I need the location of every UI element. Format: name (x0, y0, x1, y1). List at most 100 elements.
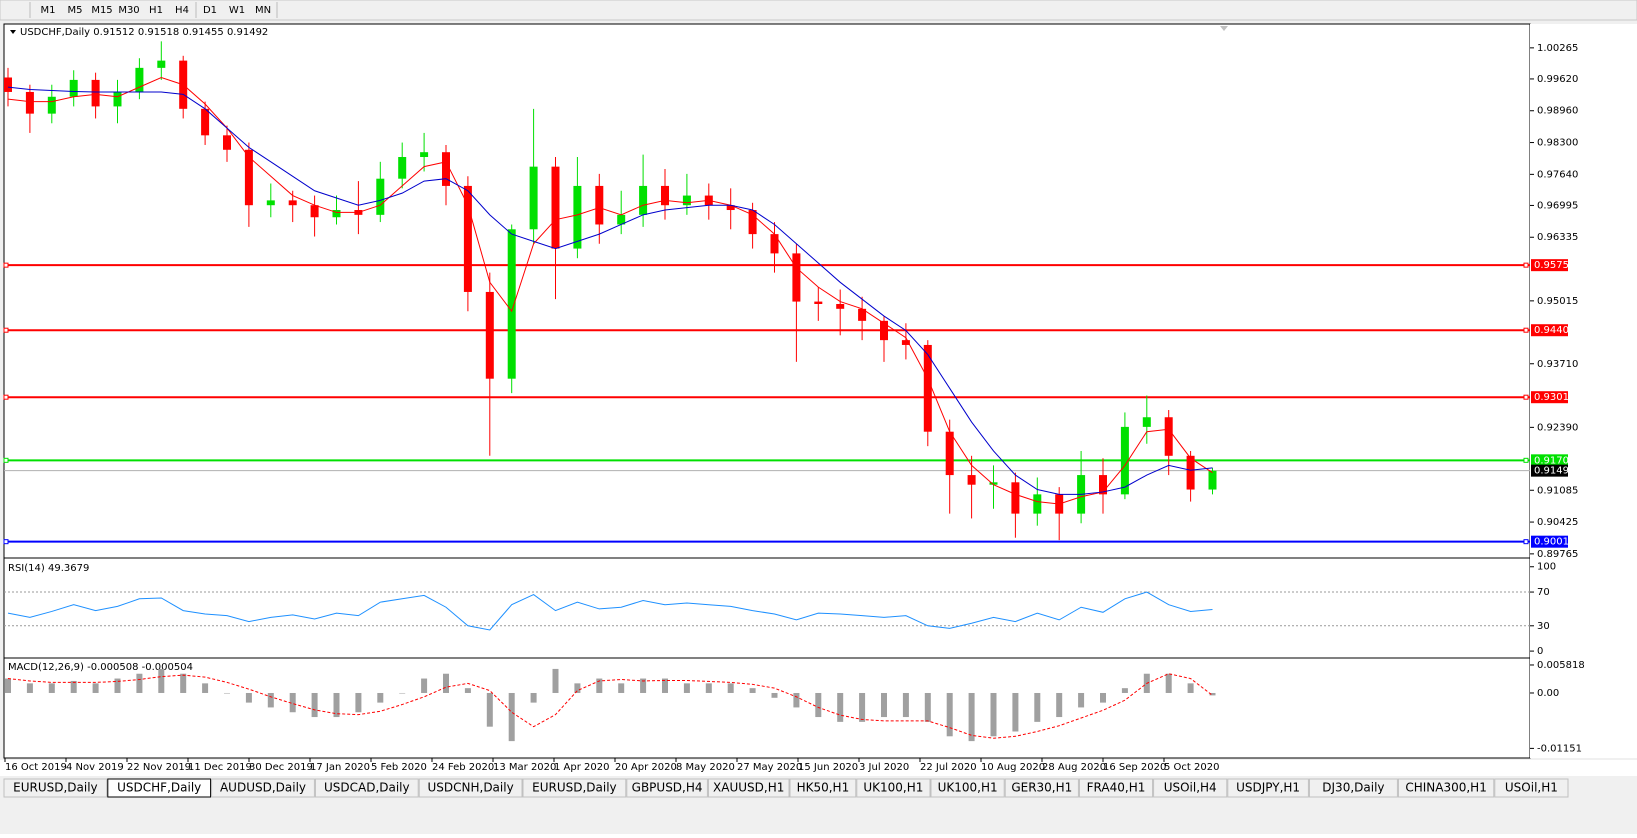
tab[interactable] (418, 778, 523, 798)
tab-label[interactable]: GER30,H1 (1011, 781, 1072, 795)
candle-body (376, 178, 385, 215)
timeframe-button[interactable]: W1 (229, 5, 245, 16)
x-tick-label: 27 May 2020 (737, 762, 802, 773)
tab[interactable] (856, 778, 931, 798)
level-label-box (1531, 454, 1568, 467)
timeframe-button[interactable]: M15 (91, 5, 112, 16)
rsi-header: RSI(14) 49.3679 (8, 563, 89, 574)
candle-body (1142, 417, 1151, 427)
level-handle (3, 394, 9, 400)
tab-label[interactable]: USOil,H4 (1164, 781, 1217, 795)
candle-body (91, 79, 100, 107)
y-tick-label: 0.96335 (1537, 232, 1578, 243)
x-tick-label: 24 Feb 2020 (432, 762, 494, 773)
timeframe-button[interactable]: H4 (175, 5, 189, 16)
candle-body (157, 60, 166, 68)
candle-body (69, 79, 78, 97)
candle-body (332, 210, 341, 218)
candle-body (398, 157, 407, 179)
tab-label[interactable]: CHINA300,H1 (1405, 781, 1487, 795)
timeframe-button[interactable]: D1 (203, 5, 217, 16)
timeframe-button[interactable]: MN (255, 5, 271, 16)
y-tick-label: 0 (1537, 646, 1543, 657)
tab[interactable] (707, 778, 790, 798)
histogram-bar (70, 680, 77, 693)
histogram-bar (1165, 673, 1172, 693)
chart-area (3, 23, 1531, 759)
tab[interactable] (626, 778, 708, 798)
tab-label[interactable]: USOil,H1 (1505, 781, 1558, 795)
level-handle (1523, 539, 1529, 545)
tab[interactable] (1004, 778, 1079, 798)
histogram-bar (837, 692, 844, 722)
tab-label[interactable]: GBPUSD,H4 (632, 781, 703, 795)
tab[interactable] (211, 778, 315, 798)
level-handle (1523, 327, 1529, 333)
histogram-bar (443, 673, 449, 693)
histogram-bar (924, 692, 931, 722)
tab-label[interactable]: AUDUSD,Daily (220, 781, 306, 795)
tab-label[interactable]: FRA40,H1 (1087, 781, 1146, 795)
histogram-bar (486, 692, 493, 727)
tab-label[interactable]: HK50,H1 (797, 781, 850, 795)
y-tick-label: 1.00265 (1537, 43, 1578, 54)
x-tick-label: 5 Feb 2020 (371, 762, 427, 773)
collapse-icon[interactable] (10, 30, 16, 34)
tab-label[interactable]: XAUUSD,H1 (713, 781, 784, 795)
histogram-bar (311, 692, 318, 718)
histogram-bar (990, 692, 997, 737)
candle-body (726, 205, 735, 211)
tab-label[interactable]: USDJPY,H1 (1236, 781, 1300, 795)
tab[interactable] (1078, 778, 1154, 798)
candle-body (967, 475, 976, 485)
histogram-bar (1187, 683, 1194, 693)
tab[interactable] (1227, 778, 1309, 798)
y-tick-label: 0.99620 (1537, 74, 1578, 85)
level-label-box (1531, 535, 1568, 548)
tab-label[interactable]: DJ30,Daily (1322, 781, 1384, 795)
histogram-bar (727, 683, 734, 693)
tab-label[interactable]: EURUSD,Daily (13, 781, 98, 795)
tab-label[interactable]: EURUSD,Daily (532, 781, 617, 795)
tab-label[interactable]: UK100,H1 (938, 781, 998, 795)
tab-label[interactable]: USDCHF,Daily (117, 781, 201, 795)
level-label-box (1531, 391, 1568, 404)
tab[interactable] (1153, 778, 1228, 798)
y-tick-label: 0.005818 (1537, 660, 1585, 671)
histogram-bar (421, 678, 428, 693)
y-tick-label: 0.90425 (1537, 517, 1578, 528)
tab[interactable] (3, 778, 108, 798)
histogram-bar (859, 692, 866, 722)
timeframe-button[interactable]: H1 (149, 5, 163, 16)
tab-label[interactable]: USDCNH,Daily (427, 781, 513, 795)
tab[interactable] (522, 778, 627, 798)
close-price: 0.91492 (227, 27, 268, 38)
tab[interactable] (107, 778, 212, 798)
x-tick-label: 22 Jul 2020 (920, 762, 977, 773)
tab[interactable] (1494, 778, 1569, 798)
histogram-bar (508, 692, 515, 742)
tab-label[interactable]: USDCAD,Daily (324, 781, 410, 795)
histogram-bar (771, 692, 778, 698)
tab-label[interactable]: UK100,H1 (863, 781, 923, 795)
level-handle (1523, 262, 1529, 268)
candle-body (135, 67, 144, 92)
histogram-bar (1121, 688, 1128, 693)
timeframe-button[interactable]: M30 (118, 5, 139, 16)
y-tick-label: 0.97640 (1537, 169, 1578, 180)
time-axis (0, 760, 1637, 776)
histogram-bar (180, 673, 187, 693)
tab[interactable] (1397, 778, 1495, 798)
timeframe-button[interactable]: M1 (41, 5, 56, 16)
histogram-bar (902, 692, 909, 718)
x-tick-label: 13 Mar 2020 (493, 762, 556, 773)
current-price-label: 0.91492 (1534, 466, 1575, 477)
tab[interactable] (314, 778, 419, 798)
timeframe-button[interactable]: M5 (68, 5, 83, 16)
tab[interactable] (1308, 778, 1398, 798)
tab[interactable] (930, 778, 1005, 798)
macd-title: MACD(12,26,9) (8, 662, 84, 673)
x-tick-label: 20 Apr 2020 (615, 762, 677, 773)
tab[interactable] (789, 778, 857, 798)
